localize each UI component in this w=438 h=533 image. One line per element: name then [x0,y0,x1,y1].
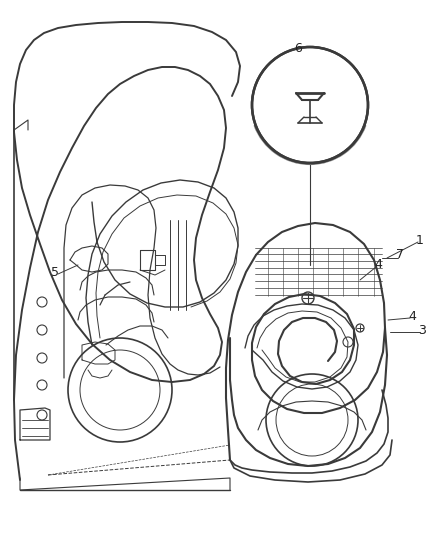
Text: 7: 7 [396,248,404,262]
Text: 3: 3 [418,324,426,336]
Circle shape [252,47,368,163]
Text: 5: 5 [51,265,59,279]
Text: 4: 4 [408,310,416,322]
Text: 6: 6 [294,42,302,54]
Text: 4: 4 [374,259,382,271]
Text: 1: 1 [416,233,424,246]
